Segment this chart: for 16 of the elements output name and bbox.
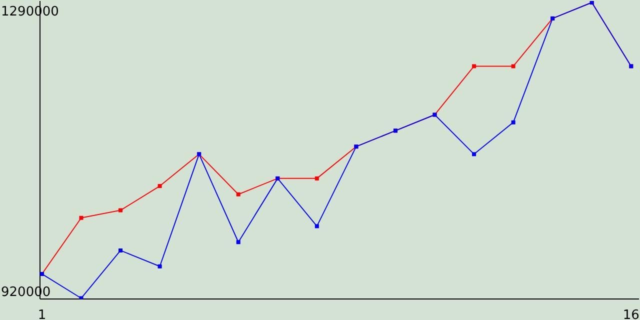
point bbox=[472, 152, 476, 156]
point bbox=[236, 240, 240, 244]
point bbox=[158, 264, 162, 268]
point bbox=[314, 176, 319, 180]
point bbox=[79, 216, 84, 220]
x-tick-label: 1 bbox=[38, 308, 46, 320]
point bbox=[511, 120, 516, 124]
point bbox=[472, 64, 476, 68]
point bbox=[118, 248, 123, 252]
point bbox=[511, 64, 516, 68]
point bbox=[158, 184, 162, 188]
point bbox=[236, 192, 240, 196]
point bbox=[314, 224, 319, 228]
point bbox=[79, 296, 84, 299]
x-tick-label: 16 bbox=[622, 308, 640, 320]
point bbox=[118, 208, 123, 212]
